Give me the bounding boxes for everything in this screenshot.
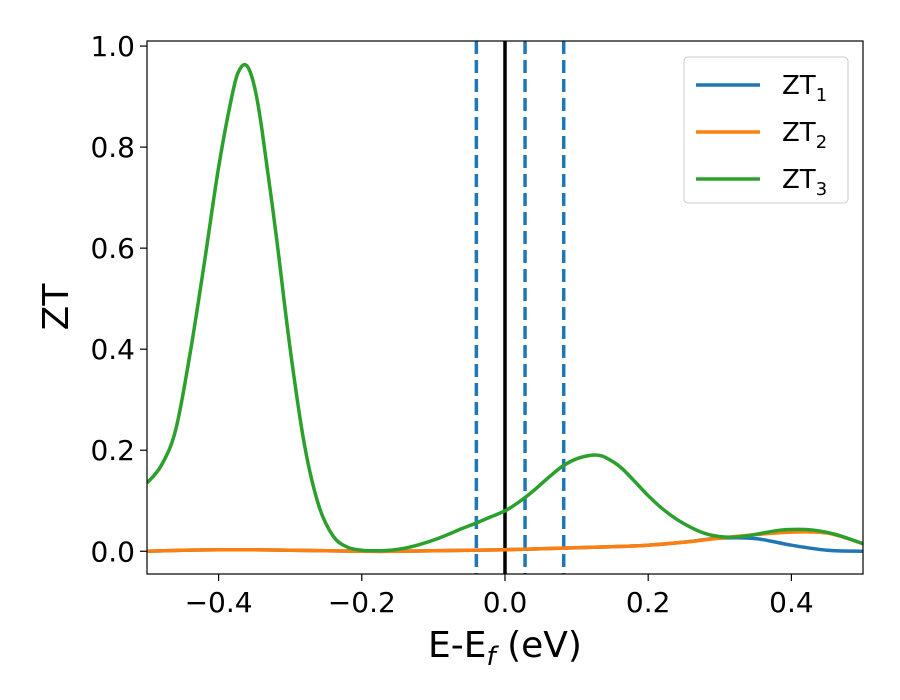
x-axis-ticks: −0.4 −0.2 0.0 0.2 0.4 <box>185 574 814 619</box>
series-line-zt3 <box>147 62 863 553</box>
legend: ZT1 ZT2 ZT3 <box>683 56 849 204</box>
x-tick-label: 0.2 <box>626 586 671 619</box>
x-tick-label: −0.4 <box>185 586 253 619</box>
legend-frame <box>683 56 849 204</box>
y-axis-ticks: 0.0 0.2 0.4 0.6 0.8 1.0 <box>90 30 147 568</box>
y-tick-label: 0.2 <box>90 434 135 467</box>
y-tick-label: 0.4 <box>90 333 135 366</box>
legend-label: ZT2 <box>782 118 827 153</box>
y-tick-label: 0.0 <box>90 535 135 568</box>
x-tick-label: 0.4 <box>769 586 814 619</box>
y-tick-label: 0.6 <box>90 232 135 265</box>
y-tick-label: 1.0 <box>90 30 135 63</box>
x-tick-label: −0.2 <box>328 586 396 619</box>
x-axis-label: E-Ef (eV) <box>428 625 582 672</box>
x-tick-label: 0.0 <box>483 586 528 619</box>
series-lines <box>147 62 863 554</box>
legend-label: ZT1 <box>782 71 827 106</box>
vertical-lines <box>474 41 566 574</box>
y-axis-label: ZT <box>36 283 77 331</box>
y-tick-label: 0.8 <box>90 131 135 164</box>
legend-label: ZT3 <box>782 165 827 200</box>
